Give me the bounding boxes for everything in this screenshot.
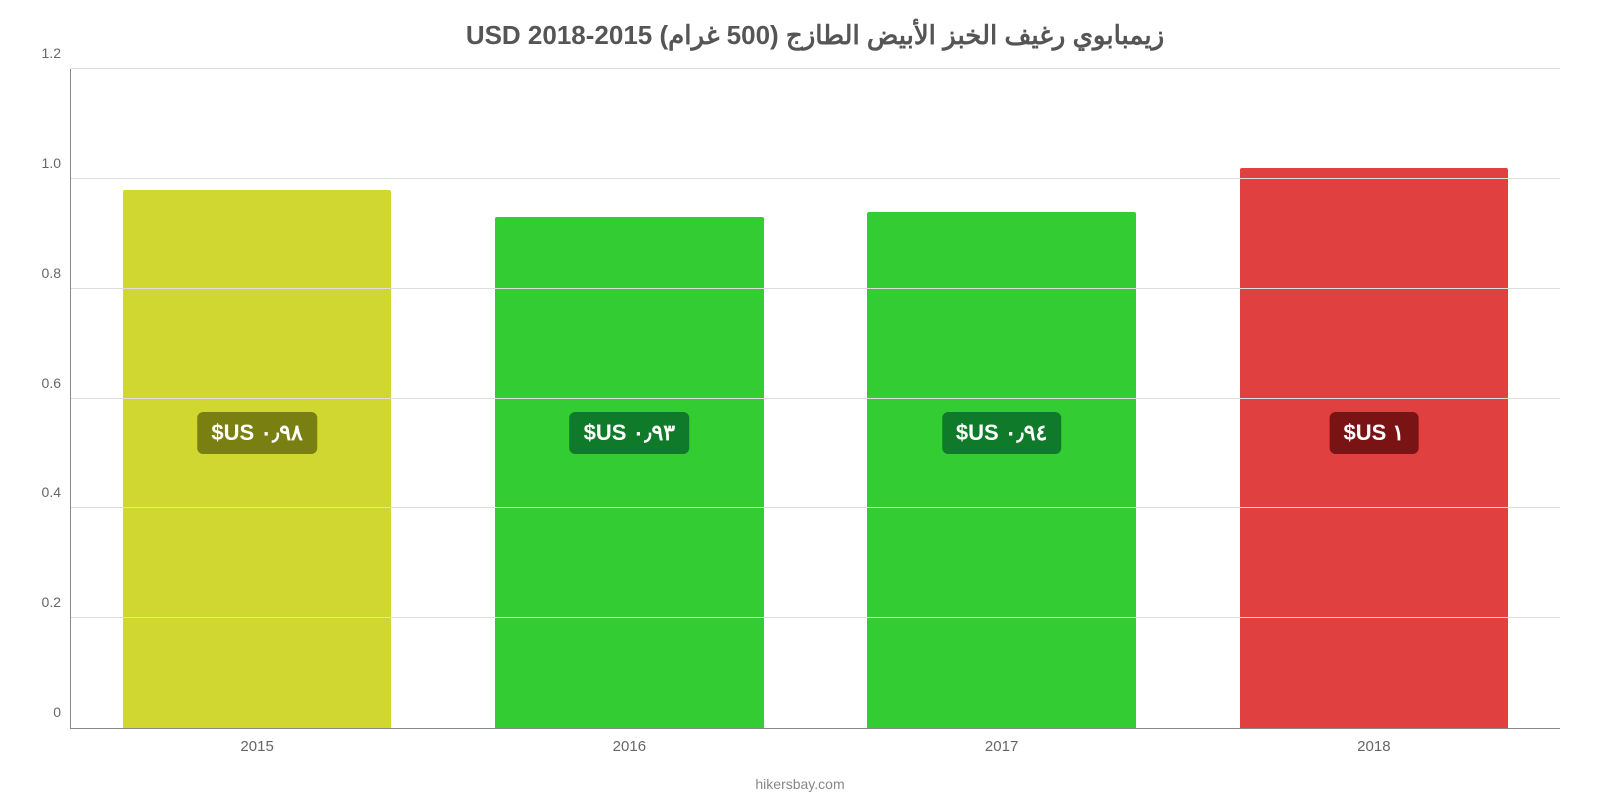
- bar: ١ US$: [1240, 168, 1509, 728]
- y-tick-label: 1.2: [42, 45, 71, 61]
- gridline: [71, 68, 1560, 69]
- chart-title: زيمبابوي رغيف الخبز الأبيض الطازج (500 غ…: [70, 20, 1560, 51]
- bar-slot: ٠٫٩٣ US$2016: [466, 69, 794, 728]
- bar: ٠٫٩٤ US$: [867, 212, 1136, 728]
- y-tick-label: 0: [53, 704, 71, 720]
- bar-slot: ٠٫٩٨ US$2015: [93, 69, 421, 728]
- chart-container: زيمبابوي رغيف الخبز الأبيض الطازج (500 غ…: [0, 0, 1600, 800]
- x-tick-label: 2015: [240, 728, 273, 755]
- y-tick-label: 0.8: [42, 265, 71, 281]
- gridline: [71, 507, 1560, 508]
- y-tick-label: 0.2: [42, 594, 71, 610]
- gridline: [71, 617, 1560, 618]
- x-tick-label: 2017: [985, 728, 1018, 755]
- bar-slot: ٠٫٩٤ US$2017: [838, 69, 1166, 728]
- y-tick-label: 0.4: [42, 484, 71, 500]
- bar-slot: ١ US$2018: [1210, 69, 1538, 728]
- x-tick-label: 2018: [1357, 728, 1390, 755]
- y-tick-label: 0.6: [42, 375, 71, 391]
- y-tick-label: 1.0: [42, 155, 71, 171]
- plot-area: ٠٫٩٨ US$2015٠٫٩٣ US$2016٠٫٩٤ US$2017١ US…: [70, 69, 1560, 729]
- bar-value-label: ٠٫٩٣ US$: [570, 412, 690, 454]
- x-tick-label: 2016: [613, 728, 646, 755]
- gridline: [71, 288, 1560, 289]
- bar-value-label: ٠٫٩٨ US$: [197, 412, 317, 454]
- gridline: [71, 178, 1560, 179]
- bar: ٠٫٩٨ US$: [123, 190, 392, 728]
- gridline: [71, 398, 1560, 399]
- footer-credit: hikersbay.com: [0, 776, 1600, 792]
- bar: ٠٫٩٣ US$: [495, 217, 764, 728]
- bar-value-label: ١ US$: [1329, 412, 1418, 454]
- bars-group: ٠٫٩٨ US$2015٠٫٩٣ US$2016٠٫٩٤ US$2017١ US…: [71, 69, 1560, 728]
- bar-value-label: ٠٫٩٤ US$: [942, 412, 1062, 454]
